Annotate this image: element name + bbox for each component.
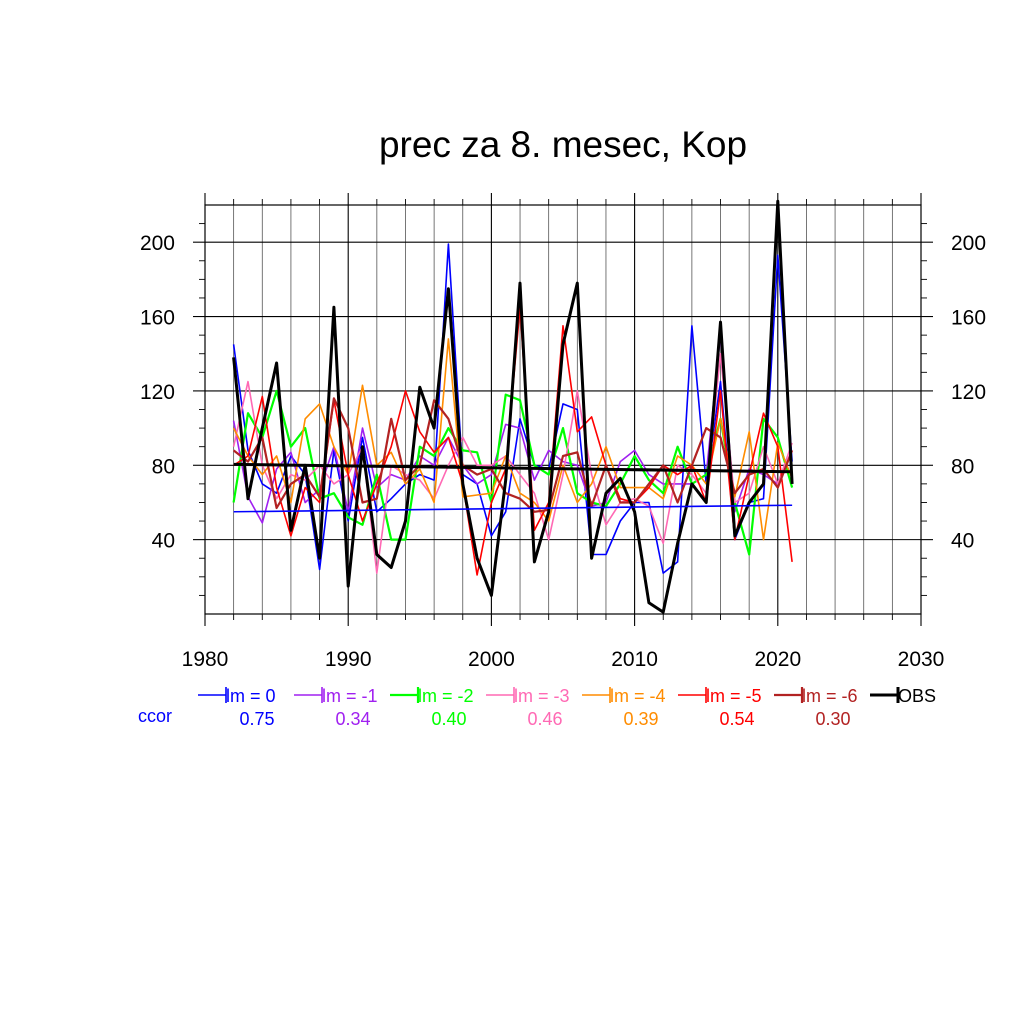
ccor-value: 0.54 bbox=[719, 709, 754, 729]
y-tick-label-right: 40 bbox=[951, 530, 974, 553]
plot-frame bbox=[204, 204, 922, 615]
y-tick-label: 120 bbox=[140, 381, 175, 404]
y-tick-label-right: 160 bbox=[951, 307, 986, 330]
legend: lm = 0 lm = -1 lm = -2 lm = -3 lm = -4 lm = -… bbox=[138, 686, 936, 729]
x-tick-label: 1990 bbox=[325, 648, 372, 671]
legend-label: lm = -4 bbox=[610, 686, 666, 706]
y-tick-label: 200 bbox=[140, 232, 175, 255]
ccor-value: 0.34 bbox=[335, 709, 370, 729]
legend-label: lm = -6 bbox=[802, 686, 858, 706]
chart-title: prec za 8. mesec, Kop bbox=[379, 124, 747, 165]
y-tick-label: 40 bbox=[152, 530, 175, 553]
x-tick-label: 1980 bbox=[182, 648, 229, 671]
ccor-value: 0.75 bbox=[239, 709, 274, 729]
ccor-label: ccor bbox=[138, 706, 172, 726]
ccor-value: 0.46 bbox=[527, 709, 562, 729]
y-tick-label: 160 bbox=[140, 307, 175, 330]
x-tick-label: 2030 bbox=[898, 648, 945, 671]
series-line-0 bbox=[232, 243, 793, 574]
y-tick-label: 80 bbox=[152, 455, 175, 478]
legend-label: OBS bbox=[898, 686, 936, 706]
plot-area bbox=[232, 199, 794, 614]
trend-line-0 bbox=[233, 504, 793, 513]
grid bbox=[205, 205, 921, 614]
y-tick-label-right: 200 bbox=[951, 232, 986, 255]
legend-label: lm = -1 bbox=[322, 686, 378, 706]
trend-line-1 bbox=[233, 462, 793, 474]
x-tick-label: 2020 bbox=[754, 648, 801, 671]
x-tick-label: 2000 bbox=[468, 648, 515, 671]
legend-label: lm = -5 bbox=[706, 686, 762, 706]
ccor-value: 0.30 bbox=[815, 709, 850, 729]
ccor-value: 0.39 bbox=[623, 709, 658, 729]
y-tick-label-right: 120 bbox=[951, 381, 986, 404]
legend-label: lm = -3 bbox=[514, 686, 570, 706]
legend-label: lm = 0 bbox=[226, 686, 276, 706]
axes: 1980 1990 2000 2010 2020 2030 40 40 80 80 120 120 16… bbox=[140, 193, 986, 671]
y-tick-label-right: 80 bbox=[951, 455, 974, 478]
series-line-7 bbox=[232, 199, 794, 614]
ccor-value: 0.40 bbox=[431, 709, 466, 729]
legend-label: lm = -2 bbox=[418, 686, 474, 706]
x-tick-label: 2010 bbox=[611, 648, 658, 671]
